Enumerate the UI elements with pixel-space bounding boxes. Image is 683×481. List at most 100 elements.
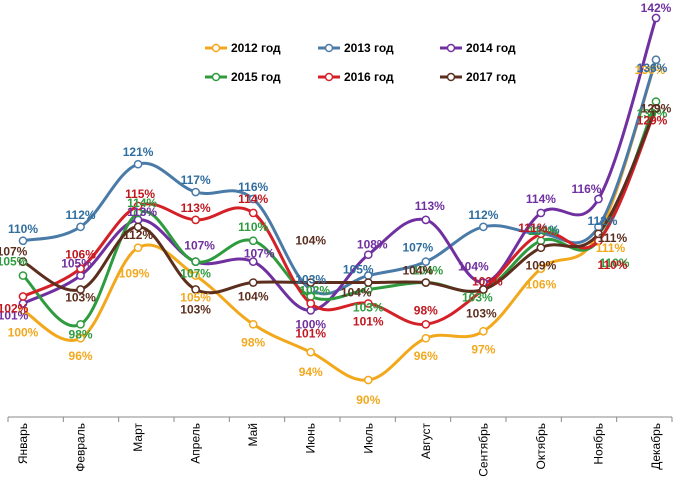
data-point: [479, 285, 488, 294]
data-label: 104%: [458, 260, 489, 274]
legend-marker: [446, 43, 456, 53]
data-label: 121%: [123, 145, 154, 159]
data-point: [536, 264, 546, 273]
legend-label: 2017 год: [466, 70, 516, 84]
x-axis: Январь Февраль Март Апрель Май Июнь Июль Август…: [7, 416, 673, 477]
data-point: [248, 278, 258, 287]
data-label: 111%: [596, 241, 626, 255]
series-line: [22, 107, 658, 295]
data-label: 106%: [65, 248, 96, 262]
data-label: 130%: [637, 107, 668, 121]
x-tick-label: Август: [419, 423, 433, 460]
data-label: 109%: [119, 267, 150, 281]
data-label: 113%: [181, 201, 211, 215]
legend-label: 2016 год: [344, 70, 394, 84]
data-label: 114%: [526, 192, 556, 206]
data-point: [191, 187, 200, 197]
data-label: 136%: [637, 61, 668, 75]
data-point: [306, 278, 316, 287]
legend-label: 2014 год: [466, 41, 516, 55]
data-label: 111%: [598, 231, 628, 245]
legend-entry: 2017 год: [440, 70, 516, 84]
data-label: 104%: [295, 234, 326, 248]
legend-marker: [211, 43, 221, 53]
legend-marker: [446, 72, 456, 82]
data-label: 111%: [530, 223, 560, 237]
data-point: [479, 326, 488, 336]
data-point: [76, 319, 85, 329]
legend-entry: 2012 год: [205, 41, 281, 55]
data-label: 107%: [244, 247, 275, 261]
data-label: 102%: [299, 283, 330, 297]
data-label: 113%: [127, 205, 157, 219]
data-point: [191, 285, 200, 294]
x-tick-label: Ноябрь: [591, 423, 605, 465]
data-label: 110%: [599, 256, 629, 270]
x-tick-label: Сентябрь: [476, 423, 490, 477]
x-tick-label: Май: [246, 423, 260, 447]
x-tick-label: Июнь: [304, 423, 318, 454]
series-line: [22, 59, 658, 382]
x-tick-label: Июль: [361, 423, 375, 454]
data-label: 112%: [468, 208, 498, 222]
data-point: [76, 333, 85, 343]
data-label: 96%: [414, 349, 438, 363]
data-label: 113%: [415, 199, 445, 213]
data-label: 96%: [69, 349, 93, 363]
data-point: [306, 299, 316, 308]
data-label: 103%: [353, 301, 384, 315]
data-label: 116%: [571, 182, 601, 196]
data-label: 100%: [295, 317, 326, 331]
data-labels: 100% 96% 109% 105% 98% 94% 90% 96% 97% 106% 111% 13…: [0, 1, 672, 407]
data-label: 105%: [343, 263, 374, 277]
data-label: 97%: [471, 342, 495, 356]
legend-label: 2013 год: [344, 41, 394, 55]
data-point: [133, 159, 143, 169]
x-tick-label: Февраль: [74, 423, 88, 472]
legend-label: 2012 год: [231, 41, 281, 55]
data-point: [76, 264, 85, 273]
data-label: 98%: [414, 303, 438, 317]
x-tick-label: Март: [131, 423, 145, 452]
data-label: 104%: [238, 290, 269, 304]
data-point: [536, 243, 546, 253]
data-label: 100%: [8, 325, 39, 339]
data-label: 107%: [180, 267, 211, 281]
data-point: [363, 375, 373, 385]
data-label: 103%: [180, 303, 211, 317]
data-point: [248, 236, 258, 246]
series-line: [22, 107, 658, 326]
data-label: 112%: [587, 214, 617, 228]
data-point: [363, 299, 373, 308]
data-point: [536, 208, 546, 218]
x-tick-label: Апрель: [189, 423, 203, 464]
data-label: 103%: [466, 307, 497, 321]
data-label: 110%: [528, 224, 558, 238]
legend-entry: 2016 год: [318, 70, 394, 84]
data-label: 136%: [635, 63, 666, 77]
data-label: 116%: [238, 180, 268, 194]
data-point: [594, 229, 603, 239]
data-point: [76, 285, 85, 294]
data-label: 110%: [8, 222, 38, 236]
legend-entry: 2013 год: [318, 41, 394, 55]
data-label: 112%: [123, 228, 153, 242]
legend-entry: 2014 год: [440, 41, 516, 55]
data-point: [421, 215, 431, 225]
x-tick-label: Декабрь: [649, 423, 663, 470]
data-label: 115%: [125, 187, 155, 201]
data-point: [18, 292, 28, 301]
data-label: 117%: [181, 173, 211, 187]
data-label: 101%: [353, 314, 384, 328]
data-label: 142%: [641, 1, 672, 15]
data-label: 104%: [341, 286, 372, 300]
data-label: 129%: [641, 102, 672, 116]
data-label: 110%: [238, 220, 268, 234]
data-label: 103%: [472, 275, 503, 289]
data-point: [191, 257, 200, 267]
data-point: [421, 278, 431, 287]
data-label: 90%: [356, 393, 380, 407]
data-point: [594, 194, 603, 204]
data-label: 107%: [402, 241, 433, 255]
